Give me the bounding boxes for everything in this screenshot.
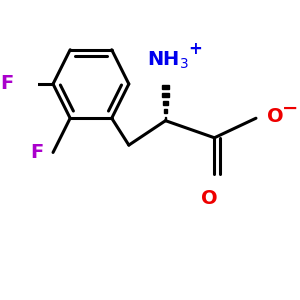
Text: O: O	[267, 107, 284, 127]
Polygon shape	[164, 109, 167, 113]
Text: +: +	[188, 40, 202, 58]
Text: NH$_3$: NH$_3$	[147, 49, 189, 70]
Text: −: −	[282, 99, 298, 118]
Polygon shape	[162, 85, 169, 89]
Text: F: F	[1, 74, 14, 94]
Text: F: F	[30, 143, 43, 162]
Polygon shape	[163, 93, 169, 97]
Text: O: O	[201, 189, 218, 208]
Polygon shape	[164, 117, 166, 121]
Polygon shape	[163, 101, 168, 105]
